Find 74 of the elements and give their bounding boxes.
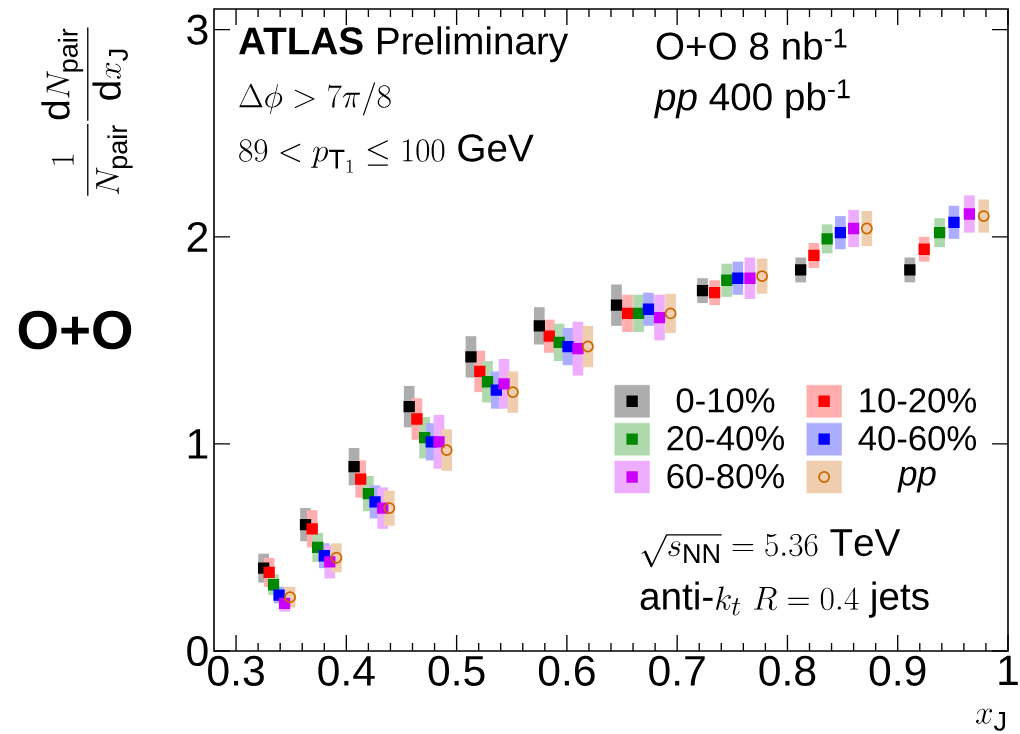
point (543, 330, 555, 342)
annotation: O+O 8 nb$^{-1}$ (656, 28, 847, 60)
point (610, 299, 623, 311)
point (948, 216, 960, 228)
point (403, 400, 415, 413)
point (632, 307, 645, 320)
x-tick-label: 0.9 (869, 655, 926, 686)
point (821, 233, 833, 245)
y-tick-label: 0 (187, 635, 208, 667)
x-tick-label: 0.3 (208, 655, 264, 686)
point (533, 320, 545, 332)
point (808, 249, 820, 262)
legend-label: 0-10% (676, 388, 775, 413)
point (498, 378, 510, 390)
point (933, 226, 946, 239)
point (433, 436, 445, 448)
point (474, 365, 486, 378)
point (696, 284, 709, 297)
point (306, 523, 318, 535)
annotation: pp 400 pb$^{-1}$ (653, 79, 850, 119)
annotation: $\sqrt{s_{\mathrm{NN}}} = 5.36\ \mathrm{TeV}$ (641, 529, 901, 568)
point (860, 222, 873, 235)
point (440, 444, 453, 457)
x-tick-label: 0.4 (318, 655, 375, 686)
legend-label: pp (897, 466, 936, 493)
point (621, 307, 634, 320)
point (963, 208, 976, 220)
text: O+O (18, 310, 132, 350)
annotation: $89 < p_{\mathrm{T}_1} \leq 100\ \mathrm{GeV}$ (239, 134, 534, 173)
point (756, 270, 769, 283)
point (653, 311, 666, 324)
point (572, 342, 584, 355)
annotation: $\Delta\phi > 7\pi/8$ (239, 82, 391, 116)
legend-label: 20-40% (667, 426, 784, 451)
legend-label: 40-60% (858, 426, 976, 451)
point (411, 413, 423, 425)
x-tick-label: 1 (999, 655, 1018, 686)
point (348, 461, 360, 473)
x-tick-label: 0.5 (428, 655, 485, 686)
x-axis-title: $x_{\mathrm{J}}$ (975, 708, 1006, 731)
point (721, 274, 733, 286)
point (664, 307, 677, 320)
point (581, 340, 594, 353)
y-tick-label: 1 (188, 429, 208, 459)
point (904, 264, 916, 276)
point (267, 579, 280, 591)
x-tick-label: 0.8 (759, 655, 816, 686)
legend-label: 60-80% (667, 463, 784, 489)
point (732, 272, 744, 284)
point (481, 376, 494, 388)
point (795, 264, 807, 276)
annotation: $\mathrm{anti\text{-}}k_t\ R = 0.4\ \mathrm{jets}$ (640, 581, 929, 618)
annotation: ATLAS Preliminary (239, 26, 569, 63)
point (918, 243, 930, 255)
point (834, 226, 847, 239)
x-tick-label: 0.6 (538, 655, 595, 686)
point (642, 303, 655, 315)
point (847, 222, 860, 235)
point (330, 551, 343, 564)
legend-label: 10-20% (860, 388, 976, 413)
point (465, 351, 477, 363)
point (744, 272, 756, 284)
point (284, 591, 297, 604)
x-tick-label: 0.7 (649, 655, 705, 686)
point (383, 502, 396, 515)
y-tick-label: 3 (187, 14, 208, 45)
point (506, 386, 519, 399)
y-tick-label: 2 (187, 221, 208, 252)
point (562, 340, 574, 353)
point (355, 473, 367, 485)
y-axis-title: $\frac{1}{N_{\mathrm{pair}}}\frac{\mathrm{d}N_{\mathrm{pair}}}{\mathrm{d}x_{\mathrm{J}}}$ (41, 27, 133, 196)
point (708, 287, 721, 299)
point (977, 210, 990, 223)
point (263, 566, 275, 578)
